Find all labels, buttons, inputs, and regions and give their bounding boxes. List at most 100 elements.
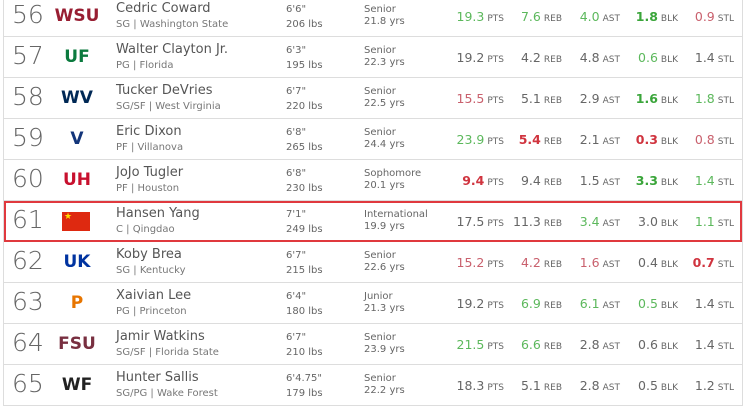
stat-ast: 2.8 AST xyxy=(580,337,620,352)
weight: 179 lbs xyxy=(286,388,323,399)
stat-value: 5.1 xyxy=(520,378,541,393)
player-name[interactable]: Hansen Yang xyxy=(116,206,200,221)
age: 21.3 yrs xyxy=(364,303,405,314)
stat-reb: 4.2 REB xyxy=(521,255,562,270)
player-name[interactable]: JoJo Tugler xyxy=(116,165,184,180)
stat-blk: 0.4 BLK xyxy=(638,255,678,270)
age: 22.5 yrs xyxy=(364,98,405,109)
stat-unit: STL xyxy=(717,137,734,147)
stat-value: 1.1 xyxy=(694,214,715,229)
china-flag-icon: ★ xyxy=(62,212,90,231)
stat-value: 3.4 xyxy=(579,214,600,229)
age: 20.1 yrs xyxy=(364,180,405,191)
player-row[interactable]: 63 P Xaivian Lee PG | Princeton 6'4" 180 l… xyxy=(4,283,742,324)
position-school: SG/SF | Florida State xyxy=(116,347,219,358)
stat-ast: 1.5 AST xyxy=(580,173,620,188)
stat-value: 2.8 xyxy=(579,337,600,352)
stat-value: 0.4 xyxy=(638,255,658,270)
stat-reb: 7.6 REB xyxy=(521,9,562,24)
villanova-logo-icon: V xyxy=(70,129,84,149)
player-name[interactable]: Jamir Watkins xyxy=(116,329,205,344)
stat-stl: 0.9 STL xyxy=(695,9,734,24)
stat-unit: PTS xyxy=(487,342,504,352)
stat-value: 5.1 xyxy=(520,91,541,106)
stat-unit: AST xyxy=(602,342,620,352)
florida-logo-icon: UF xyxy=(64,47,90,67)
player-row[interactable]: 56 WSU Cedric Coward SG | Washington State… xyxy=(4,0,742,37)
class-year: Senior xyxy=(364,373,396,384)
rank: 56 xyxy=(12,0,44,29)
player-name[interactable]: Cedric Coward xyxy=(116,1,211,16)
stat-value: 2.1 xyxy=(579,132,600,147)
stat-unit: REB xyxy=(543,383,562,393)
stat-unit: BLK xyxy=(660,137,678,147)
stat-unit: AST xyxy=(602,301,620,311)
stat-unit: REB xyxy=(543,301,562,311)
player-row[interactable]: 58 WV Tucker DeVries SG/SF | West Virginia… xyxy=(4,78,742,119)
height: 6'7" xyxy=(286,86,307,97)
stat-pts: 19.2 PTS xyxy=(457,50,504,65)
stat-unit: PTS xyxy=(487,301,504,311)
player-row-highlighted[interactable]: 61 ★ Hansen Yang C | Qingdao 7'1" 249 lbs … xyxy=(4,201,742,242)
stat-blk: 1.8 BLK xyxy=(636,9,678,24)
stat-blk: 1.6 BLK xyxy=(636,91,678,106)
player-name[interactable]: Koby Brea xyxy=(116,247,182,262)
position-school: SG | Washington State xyxy=(116,19,229,30)
weight: 210 lbs xyxy=(286,347,323,358)
stat-value: 3.0 xyxy=(638,214,658,229)
stat-reb: 9.4 REB xyxy=(521,173,562,188)
stat-pts: 19.3 PTS xyxy=(457,9,504,24)
class-year: Senior xyxy=(364,45,396,56)
houston-logo-icon: UH xyxy=(62,170,92,190)
height: 6'3" xyxy=(286,45,307,56)
stat-value: 0.5 xyxy=(638,296,658,311)
age: 23.9 yrs xyxy=(364,344,405,355)
player-name[interactable]: Tucker DeVries xyxy=(116,83,213,98)
player-name[interactable]: Eric Dixon xyxy=(116,124,182,139)
stat-blk: 0.5 BLK xyxy=(638,378,678,393)
player-row[interactable]: 62 UK Koby Brea SG | Kentucky 6'7" 215 lbs… xyxy=(4,242,742,283)
stat-value: 19.2 xyxy=(456,50,485,65)
player-name[interactable]: Xaivian Lee xyxy=(116,288,192,303)
stat-unit: STL xyxy=(717,301,734,311)
player-row[interactable]: 60 UH JoJo Tugler PF | Houston 6'8" 230 lb… xyxy=(4,160,742,201)
stat-unit: AST xyxy=(602,55,620,65)
rank: 63 xyxy=(12,287,44,316)
player-row[interactable]: 57 UF Walter Clayton Jr. PG | Florida 6'3"… xyxy=(4,37,742,78)
stat-unit: BLK xyxy=(660,342,678,352)
player-row[interactable]: 64 FSU Jamir Watkins SG/SF | Florida State… xyxy=(4,324,742,365)
stat-value: 23.9 xyxy=(456,132,485,147)
stat-unit: PTS xyxy=(487,383,504,393)
stat-unit: PTS xyxy=(487,260,504,270)
player-row[interactable]: 59 V Eric Dixon PF | Villanova 6'8" 265 lb… xyxy=(4,119,742,160)
stat-value: 0.3 xyxy=(635,132,658,147)
stat-unit: STL xyxy=(717,260,734,270)
stat-ast: 2.9 AST xyxy=(580,91,620,106)
stat-ast: 4.0 AST xyxy=(580,9,620,24)
stat-unit: REB xyxy=(543,55,562,65)
stat-value: 1.6 xyxy=(635,91,658,106)
stat-unit: REB xyxy=(543,178,562,188)
class-year: Junior xyxy=(364,291,393,302)
stat-unit: STL xyxy=(717,96,734,106)
stat-value: 6.1 xyxy=(579,296,600,311)
position-school: PF | Villanova xyxy=(116,142,184,153)
player-row[interactable]: 65 WF Hunter Sallis SG/PG | Wake Forest 6'… xyxy=(4,365,742,406)
weight: 220 lbs xyxy=(286,101,323,112)
height: 6'4.75" xyxy=(286,373,322,384)
stat-value: 9.4 xyxy=(520,173,541,188)
stat-value: 0.6 xyxy=(638,50,658,65)
class-year: Senior xyxy=(364,4,396,15)
stat-value: 6.9 xyxy=(520,296,541,311)
stat-stl: 0.8 STL xyxy=(695,132,734,147)
player-name[interactable]: Hunter Sallis xyxy=(116,370,199,385)
weight: 215 lbs xyxy=(286,265,323,276)
stat-value: 19.3 xyxy=(456,9,485,24)
player-name[interactable]: Walter Clayton Jr. xyxy=(116,42,229,57)
stat-pts: 15.2 PTS xyxy=(457,255,504,270)
stat-stl: 1.4 STL xyxy=(695,296,734,311)
stat-value: 0.5 xyxy=(638,378,658,393)
stat-reb: 6.6 REB xyxy=(521,337,562,352)
stat-unit: BLK xyxy=(660,14,678,24)
stat-unit: STL xyxy=(717,383,734,393)
